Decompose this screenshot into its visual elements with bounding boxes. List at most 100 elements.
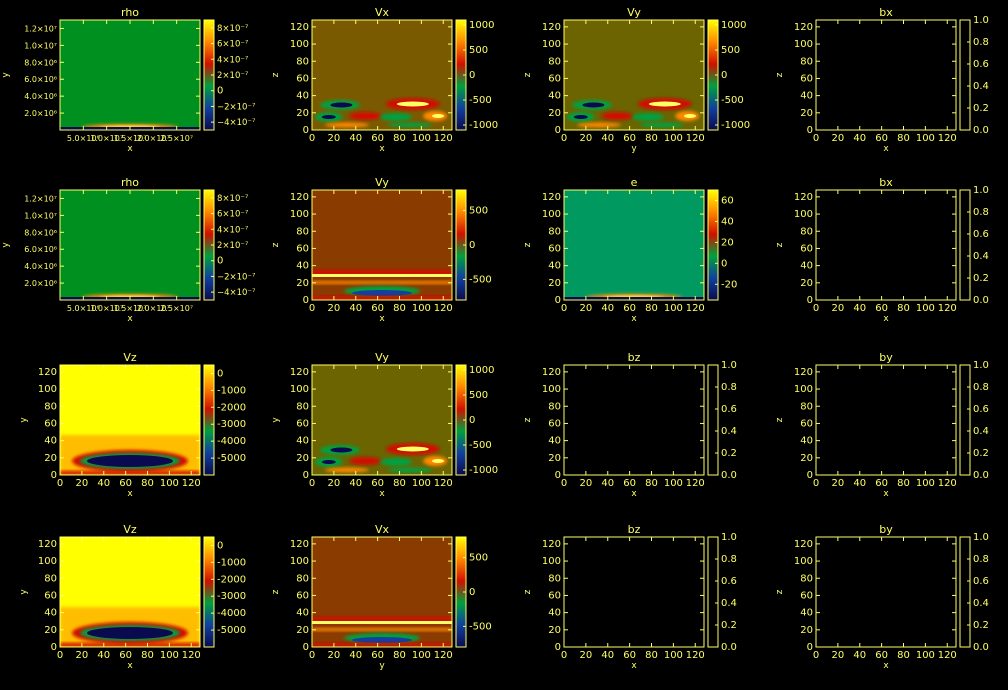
y-tick-label: 100 [290,556,309,567]
heatmap-image [816,20,956,130]
plot-frame [311,189,453,301]
colorbar-tick-label: 1.0 [973,360,989,371]
colorbar [204,20,214,130]
panel-title: Vy [375,176,389,189]
x-tick-label: 100 [160,650,179,661]
panel-13-vz: Vz0 20 40 60 80 100 120020406080100120xy0-1000… [19,523,246,671]
y-tick-label: 80 [548,226,561,237]
x-tick-label: 20 [328,650,341,661]
y-axis-label: z [775,72,785,77]
x-tick-label: 60 [371,478,384,489]
colorbar-tick-label: 6×10⁻⁷ [217,40,249,50]
plot-frame [311,536,453,648]
y-tick-label: 20 [800,453,813,464]
colorbar-tick-label: 0.2 [973,448,989,459]
field-feature [564,297,704,300]
x-axis-label: y [379,661,385,671]
y-tick-label: 20 [548,108,561,119]
panel-3-vy: Vy0 20 40 60 80 100 120020406080100120yz100050… [523,6,750,154]
colorbar-tick-label: 0.2 [973,273,989,284]
colorbar-tick-label: 1000 [469,365,494,376]
x-tick-label: 120 [938,650,957,661]
x-tick-label: 80 [393,133,406,144]
y-tick-label: 120 [794,192,813,203]
x-tick-label: 40 [601,133,614,144]
x-tick-label: 100 [664,650,683,661]
y-tick-label: 20 [548,453,561,464]
x-tick-label: 40 [349,478,362,489]
heatmap-background [564,20,704,130]
colorbar-tick-label: 2×10⁻⁷ [217,71,249,81]
y-tick-label: 80 [800,573,813,584]
y-tick-label: 120 [542,192,561,203]
y-tick-label: 80 [296,401,309,412]
y-tick-label: 20 [548,625,561,636]
colorbar-frame [959,536,971,648]
colorbar-tick-label: -500 [469,274,492,285]
x-tick-label: 100 [916,478,935,489]
colorbar-tick-label: 500 [469,553,488,564]
y-tick-label: 0 [807,642,813,653]
x-tick-label: 60 [371,303,384,314]
x-tick-label: 0 [813,478,819,489]
colorbar-tick-label: 0.0 [973,125,989,136]
colorbar-tick-label: 0.6 [973,229,989,240]
x-tick-label: 60 [875,303,888,314]
field-feature [321,460,336,464]
colorbar-tick-label: 0.8 [721,382,737,393]
x-axis-label: x [631,489,637,499]
colorbar-tick-label: 1.0 [721,532,737,543]
x-tick-label: 2.0×10⁷ [137,134,170,143]
y-tick-label: 0 [555,642,561,653]
y-tick-label: 100 [38,556,57,567]
heatmap-image [60,20,200,130]
plot-frame [815,19,957,131]
colorbar-tick-label: 0.4 [973,81,989,92]
x-axis-label: x [127,314,133,324]
y-tick-label: 40 [296,608,309,619]
y-tick-label: 0 [807,470,813,481]
y-tick-label: 80 [548,56,561,67]
field-feature [432,459,444,463]
colorbar-tick-label: 1.0 [973,532,989,543]
x-tick-label: 80 [393,303,406,314]
y-tick-label: 40 [296,261,309,272]
x-tick-label: 0 [813,133,819,144]
y-tick-label: 40 [296,436,309,447]
colorbar-tick-label: 0 [217,368,223,379]
y-tick-label: 40 [800,436,813,447]
y-tick-label: 0 [555,295,561,306]
x-tick-label: 100 [412,478,431,489]
y-tick-label: 40 [296,91,309,102]
plot-frame [563,19,705,131]
colorbar-tick-label: 500 [469,45,488,56]
colorbar-tick-label: -1000 [217,385,246,396]
y-axis-label: z [523,242,533,247]
colorbar-tick-label: 8×10⁻⁷ [217,24,249,34]
plot-frame [311,364,453,476]
colorbar-frame [959,19,971,131]
x-tick-label: 0 [561,650,567,661]
heatmap-image [60,537,200,647]
y-tick-label: 40 [800,608,813,619]
x-tick-label: 0 [309,650,315,661]
colorbar [204,365,214,475]
panel-title: by [879,523,893,536]
field-feature [432,114,444,118]
y-tick-label: 60 [44,590,57,601]
colorbar-tick-label: 0.6 [721,576,737,587]
y-tick-label: 100 [542,556,561,567]
field-feature [312,643,452,647]
colorbar-tick-label: 0.4 [721,426,737,437]
x-tick-label: 20 [832,478,845,489]
colorbar-tick-label: 60 [721,195,734,206]
field-feature [312,274,452,277]
y-tick-label: 80 [296,573,309,584]
y-tick-label: 1.2×10⁷ [24,24,57,33]
colorbar-tick-label: 0.0 [721,642,737,653]
colorbar [960,20,970,130]
y-tick-label: 60 [548,590,561,601]
x-tick-label: 100 [160,478,179,489]
y-tick-label: 0 [51,470,57,481]
